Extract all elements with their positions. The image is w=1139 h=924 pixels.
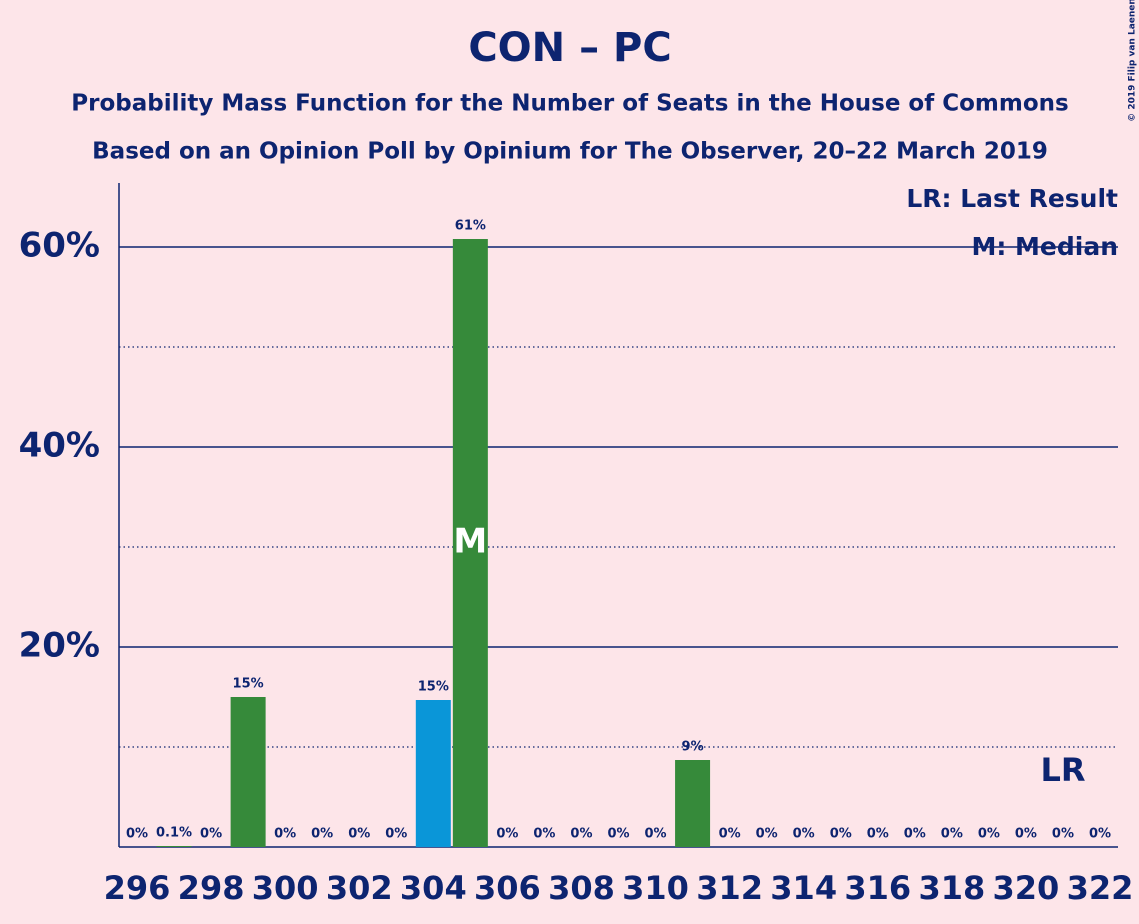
x-tick-label: 298 xyxy=(178,869,245,907)
value-label: 0% xyxy=(274,827,296,842)
x-tick-label: 304 xyxy=(400,869,467,907)
x-tick-label: 318 xyxy=(918,869,985,907)
bar xyxy=(156,846,192,847)
value-label: 0.1% xyxy=(156,826,192,841)
value-label: 0% xyxy=(496,827,518,842)
value-label: 0% xyxy=(904,827,926,842)
value-label: 0% xyxy=(1089,827,1111,842)
chart-title: CON – PC xyxy=(468,25,671,71)
bar xyxy=(452,239,488,847)
value-label: 0% xyxy=(719,827,741,842)
median-marker: M xyxy=(453,522,487,562)
x-tick-label: 310 xyxy=(622,869,689,907)
y-tick-label: 40% xyxy=(19,426,100,466)
x-tick-label: 302 xyxy=(326,869,393,907)
value-label: 0% xyxy=(793,827,815,842)
value-label: 15% xyxy=(418,680,449,695)
bar xyxy=(415,700,451,847)
value-label: 0% xyxy=(126,827,148,842)
last-result-marker: LR xyxy=(1040,751,1085,789)
value-label: 0% xyxy=(533,827,555,842)
value-label: 0% xyxy=(311,827,333,842)
x-tick-label: 322 xyxy=(1067,869,1134,907)
value-label: 0% xyxy=(830,827,852,842)
value-label: 0% xyxy=(607,827,629,842)
legend-entry: LR: Last Result xyxy=(906,184,1118,213)
x-tick-label: 314 xyxy=(770,869,837,907)
value-label: 0% xyxy=(385,827,407,842)
y-tick-label: 60% xyxy=(19,226,100,266)
x-tick-label: 296 xyxy=(104,869,171,907)
legend-entry: M: Median xyxy=(971,232,1118,261)
chart-subtitle: Probability Mass Function for the Number… xyxy=(71,91,1068,117)
value-label: 0% xyxy=(941,827,963,842)
value-label: 0% xyxy=(756,827,778,842)
value-label: 0% xyxy=(570,827,592,842)
x-tick-label: 308 xyxy=(548,869,615,907)
chart-subtitle: Based on an Opinion Poll by Opinium for … xyxy=(92,139,1048,165)
value-label: 15% xyxy=(233,677,264,692)
value-label: 0% xyxy=(644,827,666,842)
value-label: 9% xyxy=(682,740,704,755)
value-label: 0% xyxy=(348,827,370,842)
copyright: © 2019 Filip van Laenen xyxy=(1128,0,1138,122)
value-label: 0% xyxy=(200,827,222,842)
value-label: 61% xyxy=(455,219,486,234)
value-label: 0% xyxy=(867,827,889,842)
y-tick-label: 20% xyxy=(19,626,100,666)
x-tick-label: 306 xyxy=(474,869,541,907)
x-tick-label: 312 xyxy=(696,869,763,907)
bar xyxy=(230,697,266,847)
value-label: 0% xyxy=(1015,827,1037,842)
x-tick-label: 300 xyxy=(252,869,319,907)
value-label: 0% xyxy=(1052,827,1074,842)
bar xyxy=(675,760,711,847)
value-label: 0% xyxy=(978,827,1000,842)
x-tick-label: 316 xyxy=(844,869,911,907)
x-tick-label: 320 xyxy=(993,869,1060,907)
